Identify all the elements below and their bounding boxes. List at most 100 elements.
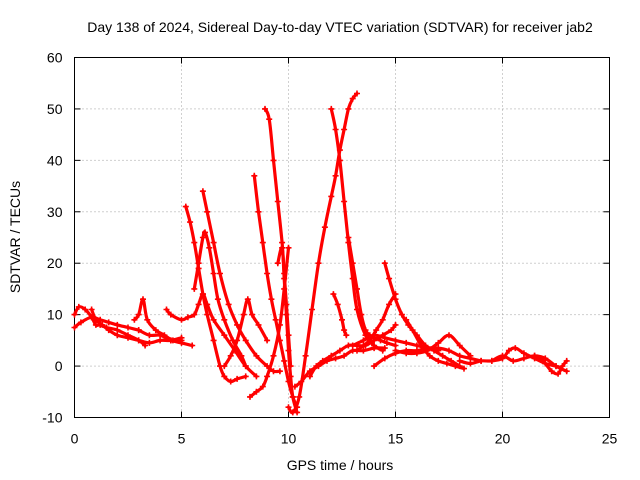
data-point — [240, 311, 247, 318]
data-point — [242, 337, 249, 344]
data-point — [88, 306, 95, 313]
data-point — [157, 337, 164, 344]
data-point — [266, 116, 273, 123]
data-point — [195, 301, 202, 308]
data-point — [71, 311, 78, 318]
data-point — [538, 355, 544, 362]
data-point — [403, 350, 410, 357]
data-point — [403, 339, 410, 346]
data-point — [321, 224, 328, 231]
axis-ticks: -10 0 10 20 30 40 50 60 0 5 10 15 20 25 — [42, 50, 617, 447]
data-point — [210, 239, 217, 246]
data-point — [221, 316, 228, 323]
x-axis-label: GPS time / hours — [287, 457, 394, 473]
data-point — [553, 363, 559, 370]
data-point — [306, 373, 313, 380]
data-point — [146, 332, 153, 339]
x-tick-label: 25 — [602, 431, 618, 447]
data-point — [392, 337, 399, 344]
data-point — [332, 355, 339, 362]
data-point — [313, 363, 320, 370]
data-point — [446, 332, 452, 339]
data-point — [71, 324, 78, 331]
data-point — [349, 342, 356, 349]
data-point — [135, 327, 142, 334]
data-point — [339, 316, 345, 323]
data-point — [392, 347, 399, 354]
data-point — [559, 363, 566, 370]
data-point — [242, 373, 249, 380]
data-point — [238, 352, 245, 359]
data-point — [563, 368, 570, 375]
data-point — [386, 275, 393, 282]
data-point — [499, 352, 506, 359]
data-point — [381, 334, 388, 341]
chart-title: Day 138 of 2024, Sidereal Day-to-day VTE… — [87, 19, 593, 35]
data-point — [152, 327, 159, 334]
data-point — [403, 316, 410, 323]
x-tick-label: 15 — [388, 431, 404, 447]
data-point — [184, 314, 191, 321]
data-point — [281, 275, 288, 282]
data-point — [199, 291, 206, 298]
data-point — [330, 291, 337, 298]
data-point — [328, 352, 335, 359]
data-point — [510, 357, 517, 364]
data-point — [542, 360, 549, 367]
data-point — [262, 105, 268, 112]
data-point — [125, 324, 131, 331]
data-point — [435, 345, 442, 352]
data-point — [381, 355, 388, 362]
data-point — [272, 316, 279, 323]
data-point — [341, 198, 348, 205]
data-point — [336, 157, 343, 164]
data-point — [548, 368, 555, 375]
series-arc20 — [346, 235, 398, 348]
data-point — [221, 363, 228, 370]
y-tick-label: 0 — [55, 358, 63, 374]
data-point — [520, 355, 527, 362]
data-point — [360, 347, 367, 354]
data-point — [276, 368, 283, 375]
data-point — [191, 311, 198, 318]
data-point — [426, 352, 433, 359]
data-point — [157, 332, 164, 339]
data-point — [167, 311, 174, 318]
data-point — [82, 306, 89, 313]
data-point — [512, 345, 519, 352]
data-point — [298, 378, 305, 385]
y-tick-label: 60 — [47, 50, 63, 66]
data-point — [456, 357, 463, 364]
data-point — [467, 360, 474, 367]
data-point — [242, 363, 249, 370]
data-point — [234, 321, 241, 328]
data-point — [276, 321, 283, 328]
data-point — [371, 363, 378, 370]
x-tick-label: 0 — [71, 431, 79, 447]
data-point — [227, 352, 234, 359]
y-tick-label: 10 — [47, 307, 63, 323]
data-point — [285, 404, 292, 411]
data-point — [354, 285, 360, 292]
data-point — [461, 365, 467, 372]
data-point — [140, 296, 146, 303]
data-point — [279, 244, 286, 251]
data-point — [264, 337, 271, 344]
data-point — [354, 90, 360, 97]
data-point — [343, 332, 350, 339]
x-tick-label: 20 — [495, 431, 511, 447]
data-point — [443, 360, 450, 367]
data-point — [268, 296, 275, 303]
data-point — [279, 239, 286, 246]
data-point — [135, 311, 142, 318]
data-point — [360, 337, 367, 344]
data-point — [163, 306, 170, 313]
data-point — [315, 260, 322, 267]
data-point — [285, 347, 292, 354]
data-point — [418, 342, 425, 349]
data-point — [114, 327, 121, 334]
data-point — [221, 373, 228, 380]
data-point — [555, 370, 562, 377]
data-point — [435, 357, 442, 364]
data-point — [210, 270, 217, 277]
